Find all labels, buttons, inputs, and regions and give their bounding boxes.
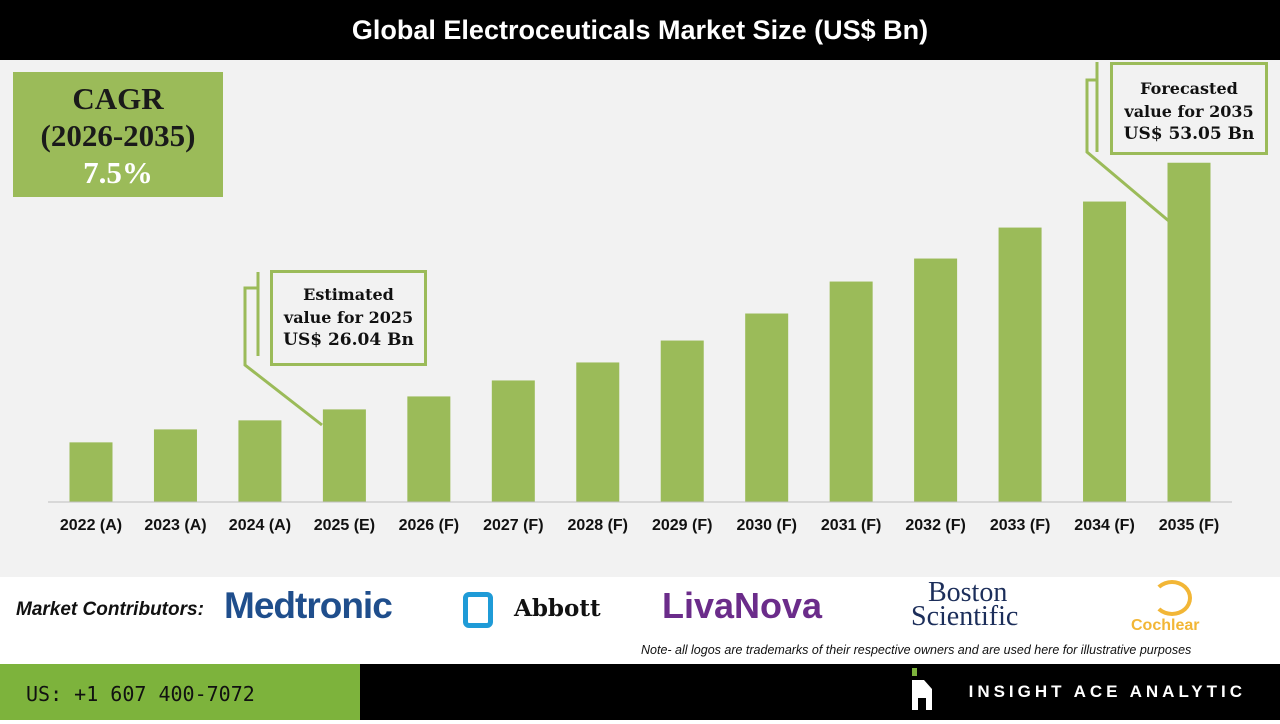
bar — [1083, 201, 1127, 502]
x-tick-label: 2023 (A) — [144, 517, 206, 534]
x-tick-label: 2027 (F) — [483, 517, 543, 534]
x-tick-label: 2026 (F) — [399, 517, 459, 534]
cagr-label: CAGR — [72, 81, 164, 116]
callout-value: US$ 26.04 Bn — [283, 330, 414, 350]
bar — [491, 380, 535, 502]
livanova-logo: LivaNova — [662, 585, 823, 626]
bar — [914, 258, 958, 502]
cagr-box: CAGR (2026-2035) 7.5% — [13, 72, 223, 197]
medtronic-logo: Medtronic — [224, 585, 393, 626]
bar — [322, 409, 366, 502]
bar — [660, 340, 704, 502]
brand-name: INSIGHT ACE ANALYTIC — [968, 682, 1246, 701]
cochlear-logo: Cochlear — [1131, 617, 1200, 634]
contributors-label: Market Contributors: — [16, 599, 204, 620]
bar — [153, 429, 197, 502]
logo-text: Boston — [927, 577, 1008, 608]
x-tick-label: 2025 (E) — [314, 517, 375, 534]
forecast-callout: Forecasted value for 2035 US$ 53.05 Bn — [1110, 62, 1268, 155]
x-tick-label: 2022 (A) — [60, 517, 122, 534]
x-tick-label: 2035 (F) — [1159, 517, 1219, 534]
estimated-callout: Estimated value for 2025 US$ 26.04 Bn — [270, 270, 427, 366]
callout-value: US$ 53.05 Bn — [1123, 124, 1255, 144]
bar — [829, 281, 873, 502]
brand-logo-icon — [912, 668, 932, 710]
trademark-note: Note- all logos are trademarks of their … — [641, 643, 1192, 657]
cagr-value: 7.5% — [83, 155, 153, 190]
bar — [69, 442, 113, 502]
x-tick-label: 2031 (F) — [821, 517, 881, 534]
phone-number: US: +1 607 400-7072 — [0, 664, 360, 720]
x-tick-label: 2034 (F) — [1074, 517, 1134, 534]
bar — [238, 420, 282, 502]
contributors-strip: Market Contributors: Medtronic Abbott Li… — [0, 577, 1280, 664]
bar — [407, 396, 451, 502]
bar — [998, 227, 1042, 502]
bar — [1167, 162, 1211, 502]
cochlear-logo-icon — [1152, 580, 1192, 616]
chart-title: Global Electroceuticals Market Size (US$… — [0, 0, 1280, 60]
bar — [576, 362, 620, 502]
callout-pointer — [243, 286, 323, 427]
x-tick-label: 2028 (F) — [568, 517, 628, 534]
abbott-logo-icon — [463, 592, 493, 628]
bar — [745, 313, 789, 502]
cagr-period: (2026-2035) — [40, 118, 196, 153]
x-tick-label: 2029 (F) — [652, 517, 712, 534]
callout-line: value for 2035 — [1124, 102, 1254, 121]
callout-pointer — [1085, 78, 1171, 224]
callout-line: Forecasted — [1140, 79, 1238, 98]
callout-line: Estimated — [303, 285, 394, 304]
abbott-logo: Abbott — [514, 595, 601, 622]
logo-text: Scientific — [911, 601, 1019, 632]
x-tick-label: 2033 (F) — [990, 517, 1050, 534]
x-tick-label: 2032 (F) — [905, 517, 965, 534]
x-tick-label: 2024 (A) — [229, 517, 291, 534]
callout-line: value for 2025 — [283, 308, 414, 327]
footer-bar: INSIGHT ACE ANALYTIC — [360, 664, 1280, 720]
x-tick-label: 2030 (F) — [736, 517, 796, 534]
boston-scientific-logo: Boston Scientific — [911, 577, 1018, 631]
